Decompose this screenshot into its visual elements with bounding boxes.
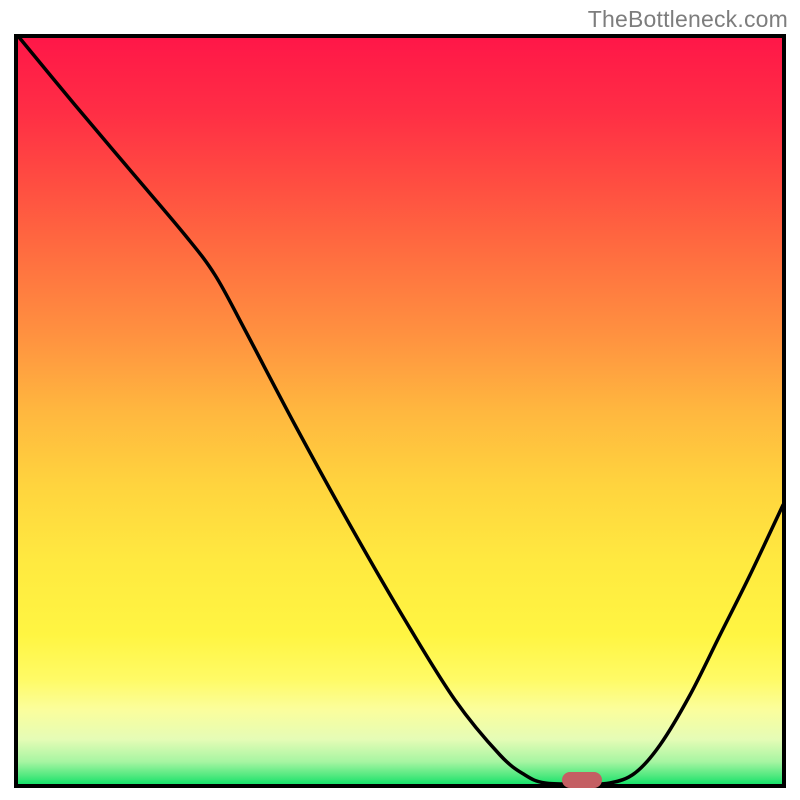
plot-svg [18,38,782,784]
gradient-background [18,38,782,784]
optimal-marker [562,772,602,788]
watermark-text: TheBottleneck.com [588,6,788,33]
chart-container: { "watermark": { "text": "TheBottleneck.… [0,0,800,800]
